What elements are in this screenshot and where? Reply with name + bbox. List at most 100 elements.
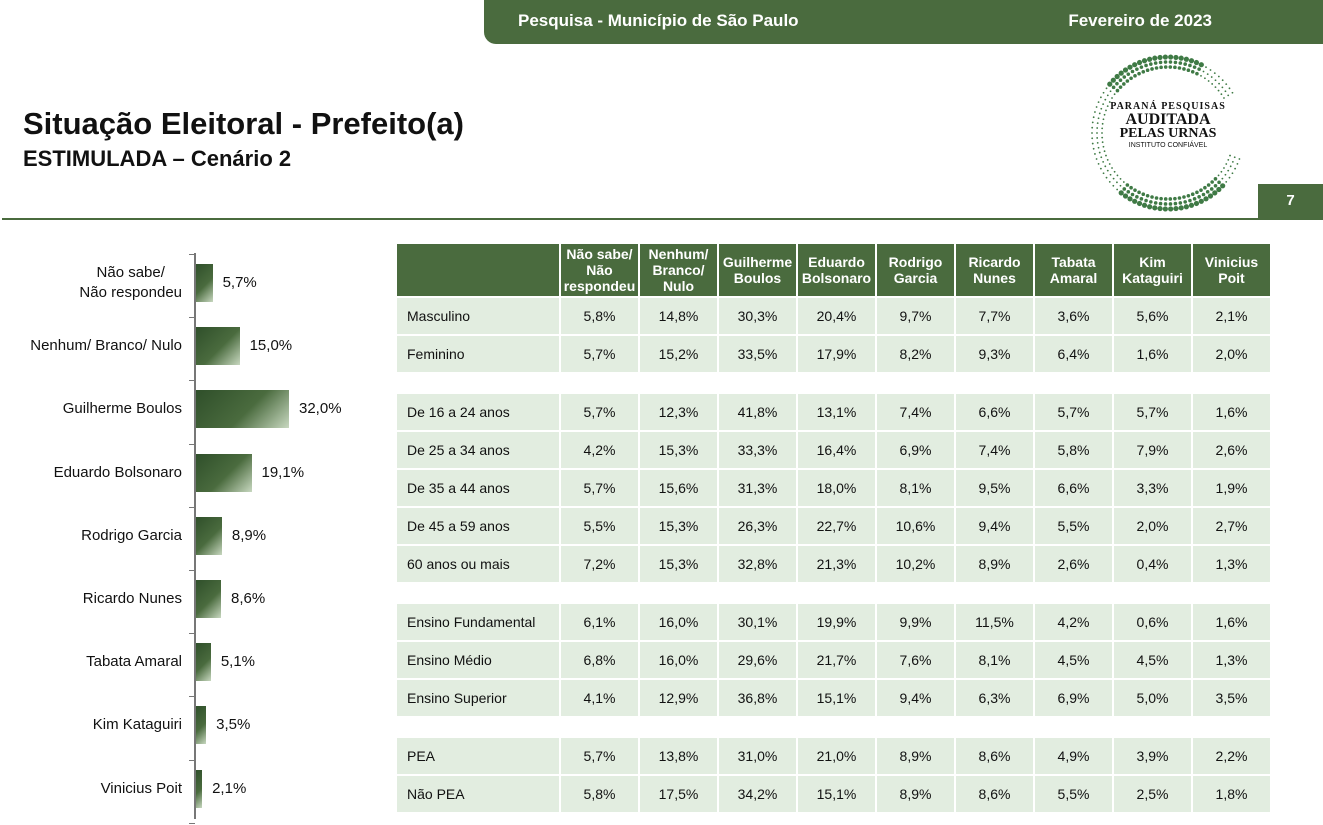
logo-dot — [1206, 183, 1211, 187]
axis-tick — [189, 443, 195, 445]
table-cell: 8,2% — [877, 336, 954, 372]
logo-dot — [1177, 196, 1182, 200]
logo-dot — [1108, 180, 1111, 183]
logo-dot — [1218, 82, 1220, 85]
table-cell: 41,8% — [719, 394, 796, 430]
logo-dot — [1188, 198, 1192, 203]
logo-dot — [1096, 122, 1099, 125]
logo-dot — [1234, 167, 1237, 170]
table-row: Masculino 5,8% 14,8% 30,3% 20,4% 9,7% 7,7% 3,6%… — [397, 298, 1270, 334]
logo-dot — [1126, 190, 1131, 194]
logo-line1: PARANÁ PESQUISAS — [1110, 101, 1226, 112]
table-row: De 25 a 34 anos 4,2% 15,3% 33,3% 16,4% 6,9% 7,… — [397, 432, 1270, 468]
table-row: De 16 a 24 anos 5,7% 12,3% 41,8% 13,1% 7,4% 6,… — [397, 394, 1270, 430]
table-cell: 21,7% — [798, 642, 875, 678]
logo-dot — [1158, 60, 1163, 65]
table-cell: 15,6% — [640, 470, 717, 506]
logo-dot — [1125, 79, 1130, 83]
logo-dot — [1101, 132, 1103, 134]
table-cell: 31,0% — [719, 738, 796, 774]
bar-label: Não sabe/ Não respondeu — [79, 264, 182, 301]
table-cell: 15,3% — [640, 508, 717, 544]
table-cell: 5,7% — [1114, 394, 1191, 430]
logo-dot — [1096, 127, 1099, 129]
logo-dot — [1091, 142, 1094, 145]
table-cell: 6,8% — [561, 642, 638, 678]
logo-dot — [1137, 190, 1141, 195]
table-cell: 2,0% — [1114, 508, 1191, 544]
logo-dot — [1111, 85, 1116, 90]
logo-dot — [1129, 185, 1133, 190]
logo-dot — [1139, 197, 1144, 201]
table-cell: 7,9% — [1114, 432, 1191, 468]
logo-dot — [1217, 174, 1220, 177]
table-cell: 6,9% — [1035, 680, 1112, 716]
logo-dot — [1214, 86, 1217, 89]
table-cell: 18,0% — [798, 470, 875, 506]
table-cell: 2,1% — [1193, 298, 1270, 334]
row-label: Ensino Fundamental — [397, 604, 559, 640]
logo-dot — [1091, 132, 1093, 134]
logo-dot — [1106, 158, 1109, 161]
table-cell: 5,6% — [1114, 298, 1191, 334]
logo-dot — [1149, 200, 1153, 204]
table-cell: 3,5% — [1193, 680, 1270, 716]
bar — [196, 706, 207, 745]
logo-dot — [1102, 172, 1105, 175]
logo-dot — [1141, 70, 1146, 74]
table-cell: 7,2% — [561, 546, 638, 582]
logo-dot — [1162, 206, 1168, 212]
bar — [196, 453, 252, 492]
logo-line3: PELAS URNAS — [1119, 126, 1217, 141]
logo-dot — [1209, 187, 1214, 191]
header-bar: Pesquisa - Município de São Paulo Fevere… — [484, 0, 1323, 44]
table-cell: 1,3% — [1193, 642, 1270, 678]
table-cell: 0,6% — [1114, 604, 1191, 640]
logo-dot — [1109, 90, 1112, 93]
logo-dot — [1098, 112, 1101, 115]
logo-dot — [1163, 65, 1168, 69]
logo-dot — [1178, 201, 1183, 205]
group-spacer — [397, 584, 1270, 602]
logo-dot — [1183, 200, 1187, 204]
column-header: Rodrigo Garcia — [877, 244, 954, 296]
logo-dot — [1163, 60, 1168, 64]
logo-dot — [1195, 190, 1199, 195]
logo-dot — [1125, 183, 1130, 187]
logo-dot — [1183, 62, 1187, 66]
logo-dot — [1188, 202, 1195, 208]
logo-dot — [1177, 66, 1182, 70]
table-cell: 4,5% — [1035, 642, 1112, 678]
bar — [196, 327, 240, 366]
table-cell: 0,4% — [1114, 546, 1191, 582]
spacer-cell — [397, 718, 1270, 736]
logo-dot — [1213, 72, 1216, 75]
logo-dot — [1091, 126, 1094, 129]
column-header: Tabata Amaral — [1035, 244, 1112, 296]
logo-dot — [1139, 65, 1144, 69]
bar — [196, 516, 222, 555]
logo-dot — [1236, 163, 1239, 165]
logo-dot — [1107, 81, 1113, 87]
table-cell: 15,3% — [640, 546, 717, 582]
axis-tick — [189, 380, 195, 382]
logo-dot — [1229, 154, 1231, 157]
axis-tick — [189, 759, 195, 761]
logo-dot — [1197, 195, 1201, 199]
logo-dot — [1190, 70, 1195, 74]
row-label: Não PEA — [397, 776, 559, 812]
logo-dot — [1210, 76, 1213, 78]
logo-dot — [1157, 205, 1163, 212]
table-cell: 16,4% — [798, 432, 875, 468]
logo-dot — [1199, 188, 1203, 192]
logo-dot — [1157, 54, 1163, 61]
table-cell: 4,5% — [1114, 642, 1191, 678]
row-label: PEA — [397, 738, 559, 774]
logo-dot — [1159, 196, 1163, 201]
logo-dot — [1118, 70, 1124, 76]
logo-dot — [1101, 136, 1104, 139]
table-cell: 9,4% — [956, 508, 1033, 544]
logo-dot — [1147, 56, 1153, 62]
logo-dot — [1133, 74, 1137, 78]
logo-dot — [1205, 66, 1207, 69]
